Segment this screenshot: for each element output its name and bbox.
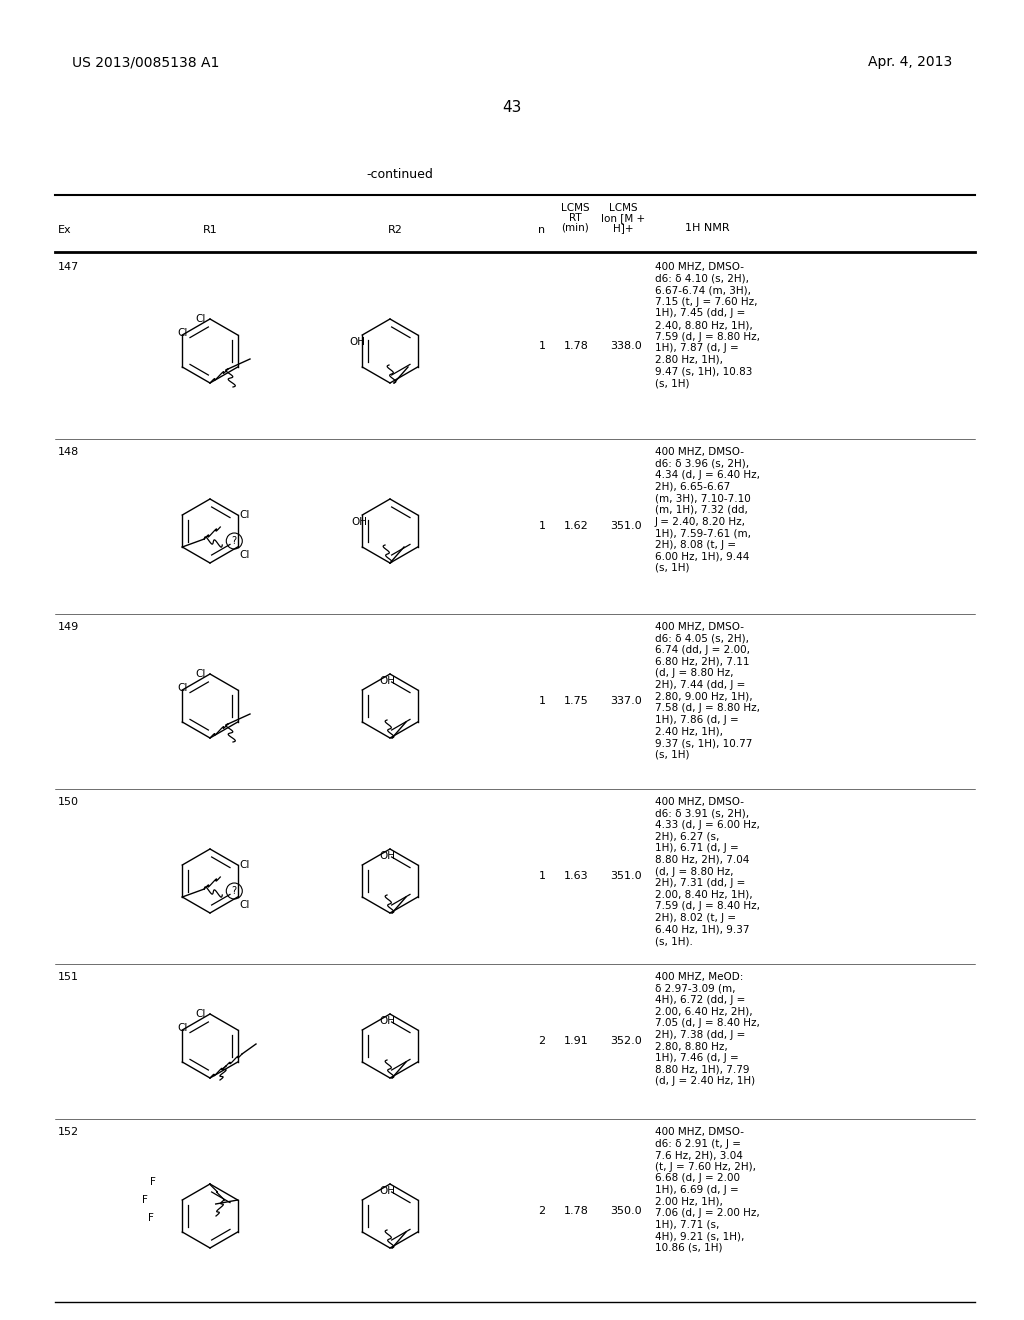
- Text: H]+: H]+: [612, 223, 633, 234]
- Text: 400 MHZ, DMSO-
d6: δ 2.91 (t, J =
7.6 Hz, 2H), 3.04
(t, J = 7.60 Hz, 2H),
6.68 (: 400 MHZ, DMSO- d6: δ 2.91 (t, J = 7.6 Hz…: [655, 1127, 760, 1253]
- Text: n: n: [539, 224, 546, 235]
- Text: Cl: Cl: [196, 1008, 206, 1019]
- Text: 1H NMR: 1H NMR: [685, 223, 730, 234]
- Text: 400 MHZ, DMSO-
d6: δ 3.96 (s, 2H),
4.34 (d, J = 6.40 Hz,
2H), 6.65-6.67
(m, 3H),: 400 MHZ, DMSO- d6: δ 3.96 (s, 2H), 4.34 …: [655, 447, 760, 573]
- Text: R1: R1: [203, 224, 217, 235]
- Text: Ion [M +: Ion [M +: [601, 213, 645, 223]
- Text: OH: OH: [379, 1185, 395, 1196]
- Text: 1: 1: [539, 341, 546, 351]
- Text: 148: 148: [58, 447, 79, 457]
- Text: 147: 147: [58, 261, 79, 272]
- Text: -continued: -continued: [367, 168, 433, 181]
- Text: Cl: Cl: [177, 327, 187, 338]
- Text: Cl: Cl: [240, 900, 250, 909]
- Text: 1.78: 1.78: [563, 341, 589, 351]
- Text: 1: 1: [539, 521, 546, 531]
- Text: 337.0: 337.0: [610, 696, 642, 706]
- Text: 1.63: 1.63: [563, 871, 589, 880]
- Text: 400 MHZ, DMSO-
d6: δ 4.10 (s, 2H),
6.67-6.74 (m, 3H),
7.15 (t, J = 7.60 Hz,
1H),: 400 MHZ, DMSO- d6: δ 4.10 (s, 2H), 6.67-…: [655, 261, 760, 388]
- Text: 150: 150: [58, 797, 79, 807]
- Text: F: F: [151, 1177, 156, 1187]
- Text: 1.62: 1.62: [563, 521, 589, 531]
- Text: OH: OH: [379, 676, 395, 686]
- Text: ?: ?: [231, 536, 237, 546]
- Text: 2: 2: [539, 1036, 546, 1045]
- Text: RT: RT: [568, 213, 582, 223]
- Text: OH: OH: [379, 1016, 395, 1026]
- Text: 2: 2: [539, 1206, 546, 1216]
- Text: 1: 1: [539, 696, 546, 706]
- Text: 338.0: 338.0: [610, 341, 642, 351]
- Text: ?: ?: [231, 886, 237, 896]
- Text: Cl: Cl: [177, 682, 187, 693]
- Text: F: F: [148, 1213, 154, 1224]
- Text: 351.0: 351.0: [610, 521, 642, 531]
- Text: 400 MHZ, MeOD:
δ 2.97-3.09 (m,
4H), 6.72 (dd, J =
2.00, 6.40 Hz, 2H),
7.05 (d, J: 400 MHZ, MeOD: δ 2.97-3.09 (m, 4H), 6.72…: [655, 972, 760, 1086]
- Text: Cl: Cl: [196, 314, 206, 323]
- Text: 1: 1: [539, 871, 546, 880]
- Text: Cl: Cl: [240, 550, 250, 560]
- Text: 1.78: 1.78: [563, 1206, 589, 1216]
- Text: 400 MHZ, DMSO-
d6: δ 3.91 (s, 2H),
4.33 (d, J = 6.00 Hz,
2H), 6.27 (s,
1H), 6.71: 400 MHZ, DMSO- d6: δ 3.91 (s, 2H), 4.33 …: [655, 797, 760, 946]
- Text: 400 MHZ, DMSO-
d6: δ 4.05 (s, 2H),
6.74 (dd, J = 2.00,
6.80 Hz, 2H), 7.11
(d, J : 400 MHZ, DMSO- d6: δ 4.05 (s, 2H), 6.74 …: [655, 622, 760, 759]
- Text: LCMS: LCMS: [561, 203, 590, 213]
- Text: Cl: Cl: [196, 669, 206, 678]
- Text: Cl: Cl: [240, 510, 250, 520]
- Text: 1.75: 1.75: [563, 696, 589, 706]
- Text: 350.0: 350.0: [610, 1206, 642, 1216]
- Text: 1.91: 1.91: [563, 1036, 589, 1045]
- Text: 352.0: 352.0: [610, 1036, 642, 1045]
- Text: Cl: Cl: [240, 861, 250, 870]
- Text: Ex: Ex: [58, 224, 72, 235]
- Text: R2: R2: [387, 224, 402, 235]
- Text: 43: 43: [503, 100, 521, 115]
- Text: Apr. 4, 2013: Apr. 4, 2013: [867, 55, 952, 69]
- Text: US 2013/0085138 A1: US 2013/0085138 A1: [72, 55, 219, 69]
- Text: Cl: Cl: [177, 1023, 187, 1034]
- Text: 152: 152: [58, 1127, 79, 1137]
- Text: OH: OH: [351, 517, 368, 527]
- Text: OH: OH: [349, 337, 366, 347]
- Text: 149: 149: [58, 622, 79, 632]
- Text: (min): (min): [561, 223, 589, 234]
- Text: OH: OH: [379, 851, 395, 861]
- Text: LCMS: LCMS: [608, 203, 637, 213]
- Text: F: F: [142, 1195, 148, 1205]
- Text: 151: 151: [58, 972, 79, 982]
- Text: 351.0: 351.0: [610, 871, 642, 880]
